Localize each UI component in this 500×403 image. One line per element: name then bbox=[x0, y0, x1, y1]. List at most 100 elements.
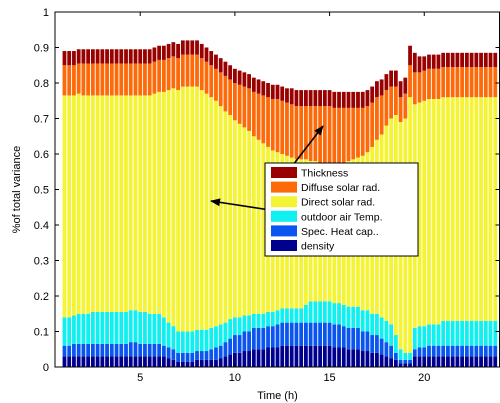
bar-segment bbox=[393, 359, 398, 367]
bar-segment bbox=[114, 95, 119, 312]
bar-segment bbox=[322, 106, 327, 163]
bar-segment bbox=[441, 345, 446, 357]
bar-segment bbox=[275, 98, 280, 153]
bar-segment bbox=[455, 52, 460, 68]
bar-segment bbox=[474, 320, 479, 346]
bar-segment bbox=[280, 86, 285, 101]
bar-segment bbox=[247, 130, 251, 316]
y-tick-label: 0 bbox=[43, 362, 49, 374]
y-tick-label: 0.8 bbox=[34, 78, 49, 90]
bar-segment bbox=[332, 303, 337, 325]
bar-segment bbox=[114, 63, 119, 96]
bar-segment bbox=[483, 67, 488, 98]
bar-segment bbox=[351, 306, 356, 328]
bar-segment bbox=[223, 111, 228, 323]
bar-segment bbox=[72, 356, 76, 367]
bar-segment bbox=[214, 100, 218, 327]
bar-segment bbox=[446, 345, 450, 357]
bar-segment bbox=[375, 81, 379, 98]
bar-segment bbox=[251, 136, 256, 314]
bar-segment bbox=[166, 90, 171, 323]
bar-segment bbox=[389, 86, 394, 119]
bar-segment bbox=[180, 361, 185, 367]
bar-segment bbox=[446, 67, 450, 98]
bar-segment bbox=[431, 68, 436, 99]
bar-segment bbox=[493, 52, 498, 68]
bar-segment bbox=[119, 49, 124, 64]
bar-segment bbox=[237, 84, 242, 124]
bar-segment bbox=[337, 107, 341, 165]
bar-segment bbox=[479, 97, 483, 321]
bar-segment bbox=[337, 347, 341, 367]
bar-segment bbox=[493, 320, 498, 346]
bar-segment bbox=[119, 95, 124, 312]
bar-segment bbox=[360, 331, 365, 352]
bar-segment bbox=[356, 107, 360, 158]
bar-segment bbox=[417, 102, 422, 327]
bar-segment bbox=[370, 352, 375, 367]
bar-segment bbox=[346, 327, 351, 350]
bar-segment bbox=[332, 107, 337, 165]
bar-segment bbox=[166, 347, 171, 359]
bar-segment bbox=[389, 324, 394, 346]
bar-segment bbox=[204, 93, 209, 330]
bar-segment bbox=[237, 70, 242, 85]
bar-segment bbox=[417, 356, 422, 367]
bar-segment bbox=[119, 311, 124, 344]
legend-swatch bbox=[271, 240, 297, 251]
bar-segment bbox=[228, 79, 233, 115]
bar-segment bbox=[256, 313, 261, 328]
x-axis-label: Time (h) bbox=[257, 390, 298, 402]
bar-segment bbox=[479, 67, 483, 98]
bar-segment bbox=[346, 91, 351, 108]
bar-segment bbox=[124, 63, 128, 96]
bar-segment bbox=[379, 317, 384, 339]
bar-segment bbox=[322, 322, 327, 346]
bar-segment bbox=[256, 93, 261, 140]
bar-segment bbox=[81, 95, 86, 314]
legend-label: Diffuse solar rad. bbox=[301, 182, 380, 194]
bar-segment bbox=[370, 335, 375, 353]
bar-segment bbox=[114, 49, 119, 64]
y-tick-label: 0.7 bbox=[34, 114, 49, 126]
bar-segment bbox=[72, 65, 76, 96]
bar-segment bbox=[237, 123, 242, 318]
bar-segment bbox=[247, 351, 251, 367]
bar-segment bbox=[143, 63, 147, 96]
legend-label: outdoor air Temp. bbox=[301, 211, 383, 223]
bar-segment bbox=[166, 43, 171, 59]
bar-segment bbox=[360, 351, 365, 367]
bar-segment bbox=[95, 311, 100, 344]
bar-segment bbox=[403, 93, 408, 119]
bar-segment bbox=[124, 95, 128, 312]
bar-segment bbox=[446, 52, 450, 68]
bar-segment bbox=[379, 95, 384, 135]
bar-segment bbox=[450, 97, 455, 321]
bar-segment bbox=[384, 320, 389, 343]
bar-segment bbox=[95, 63, 100, 96]
bar-segment bbox=[247, 331, 251, 352]
bar-segment bbox=[86, 343, 91, 357]
bar-segment bbox=[327, 322, 332, 346]
bar-segment bbox=[408, 352, 412, 360]
bar-segment bbox=[422, 70, 427, 101]
bar-segment bbox=[436, 68, 441, 99]
bar-segment bbox=[488, 320, 493, 346]
bar-segment bbox=[81, 63, 86, 96]
legend-label: Direct solar rad. bbox=[301, 197, 375, 209]
bar-segment bbox=[289, 88, 294, 105]
bar-segment bbox=[299, 308, 304, 323]
bar-segment bbox=[460, 67, 465, 98]
bar-segment bbox=[233, 352, 237, 367]
bar-segment bbox=[223, 61, 228, 76]
bar-segment bbox=[304, 322, 308, 346]
bar-segment bbox=[171, 56, 176, 89]
bar-segment bbox=[261, 95, 266, 144]
bar-segment bbox=[214, 54, 218, 69]
bar-segment bbox=[119, 63, 124, 96]
bar-segment bbox=[256, 349, 261, 367]
arrow-to-direct-solar bbox=[210, 198, 271, 211]
bar-segment bbox=[294, 90, 299, 107]
bar-segment bbox=[76, 63, 81, 94]
bar-segment bbox=[408, 45, 412, 66]
